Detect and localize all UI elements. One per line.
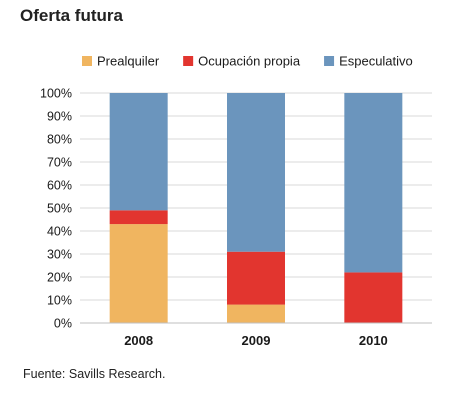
y-tick-label: 70% <box>47 156 72 170</box>
bar-segment <box>227 93 285 252</box>
legend-label: Especulativo <box>339 54 413 69</box>
y-tick-label: 0% <box>54 317 72 331</box>
bar-segment <box>109 224 168 323</box>
source-note: Fuente: Savills Research. <box>23 367 166 381</box>
bar-segment <box>344 93 403 273</box>
chart-title: Oferta futura <box>20 6 123 25</box>
legend-swatch <box>82 56 92 66</box>
y-tick-label: 40% <box>47 225 72 239</box>
bar-segment <box>227 251 285 305</box>
x-tick-label: 2008 <box>124 333 153 348</box>
y-tick-label: 10% <box>47 294 72 308</box>
x-tick-label: 2009 <box>242 333 271 348</box>
legend: Prealquiler Ocupación propia Especulativo <box>82 54 413 69</box>
legend-swatch <box>324 56 335 66</box>
bar-segment <box>109 210 168 225</box>
y-tick-label: 60% <box>47 179 72 193</box>
bar-segment <box>109 93 168 211</box>
y-tick-label: 30% <box>47 248 72 262</box>
x-tick-label: 2010 <box>359 333 388 348</box>
bars <box>109 93 403 323</box>
x-axis: 2008 2009 2010 <box>80 322 432 348</box>
y-tick-label: 20% <box>47 271 72 285</box>
bar-segment <box>344 272 403 323</box>
legend-label: Prealquiler <box>97 54 160 69</box>
legend-swatch <box>183 56 194 66</box>
y-tick-label: 90% <box>47 110 72 124</box>
y-axis: 0% 10% 20% 30% 40% 50% 60% 70% 80% 90% 100% <box>40 87 72 331</box>
y-tick-label: 100% <box>40 87 72 101</box>
bar-segment <box>227 304 285 323</box>
legend-label: Ocupación propia <box>198 54 301 69</box>
y-tick-label: 80% <box>47 133 72 147</box>
y-tick-label: 50% <box>47 202 72 216</box>
